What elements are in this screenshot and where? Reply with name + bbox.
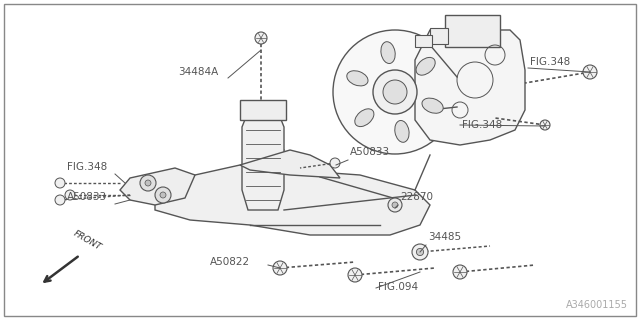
Text: A50833: A50833	[67, 192, 107, 202]
Circle shape	[453, 265, 467, 279]
Text: FIG.348: FIG.348	[462, 120, 502, 130]
Circle shape	[333, 30, 457, 154]
Text: FIG.094: FIG.094	[378, 282, 418, 292]
Circle shape	[417, 248, 424, 256]
Polygon shape	[242, 112, 284, 210]
Text: FIG.348: FIG.348	[530, 57, 570, 67]
Circle shape	[140, 175, 156, 191]
Ellipse shape	[422, 98, 443, 113]
Circle shape	[145, 180, 151, 186]
Circle shape	[348, 268, 362, 282]
Polygon shape	[415, 30, 525, 145]
Ellipse shape	[395, 121, 409, 142]
Circle shape	[412, 244, 428, 260]
Polygon shape	[240, 150, 340, 178]
Text: 22870: 22870	[400, 192, 433, 202]
Circle shape	[330, 158, 340, 168]
Circle shape	[255, 32, 267, 44]
Ellipse shape	[416, 57, 435, 75]
Circle shape	[65, 190, 75, 200]
Circle shape	[392, 202, 398, 208]
Bar	[430, 28, 448, 44]
Ellipse shape	[381, 42, 396, 63]
Circle shape	[273, 261, 287, 275]
Circle shape	[540, 120, 550, 130]
Circle shape	[55, 195, 65, 205]
Text: FRONT: FRONT	[72, 229, 103, 252]
Circle shape	[583, 65, 597, 79]
Bar	[240, 100, 286, 120]
Circle shape	[55, 178, 65, 188]
Bar	[415, 35, 432, 47]
Text: FIG.348: FIG.348	[67, 162, 108, 172]
Circle shape	[160, 192, 166, 198]
Text: A50833: A50833	[350, 147, 390, 157]
Bar	[445, 15, 500, 47]
Text: A50822: A50822	[210, 257, 250, 267]
Polygon shape	[120, 168, 195, 205]
Ellipse shape	[355, 109, 374, 127]
Text: 34485: 34485	[428, 232, 461, 242]
Circle shape	[388, 198, 402, 212]
Ellipse shape	[347, 71, 368, 86]
Polygon shape	[155, 165, 430, 235]
Text: A346001155: A346001155	[566, 300, 628, 310]
Circle shape	[383, 80, 407, 104]
Circle shape	[373, 70, 417, 114]
Text: 34484A: 34484A	[178, 67, 218, 77]
Circle shape	[155, 187, 171, 203]
